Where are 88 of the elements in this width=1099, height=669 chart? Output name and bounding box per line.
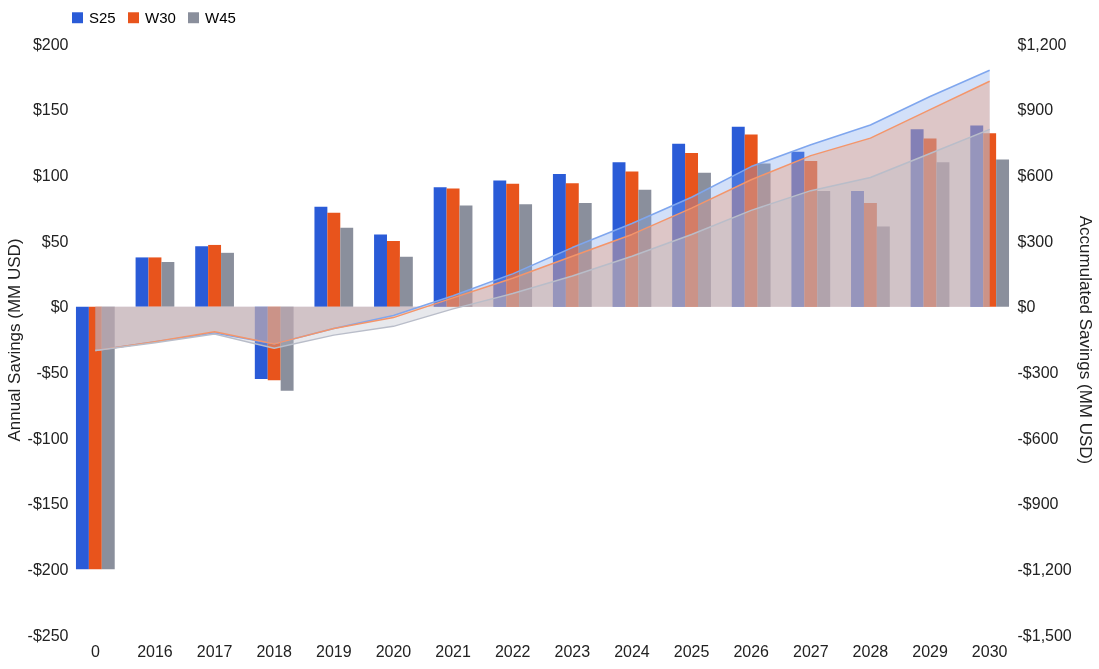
bar	[851, 191, 864, 307]
bar	[493, 180, 507, 307]
bar	[638, 189, 652, 307]
bar	[340, 227, 354, 307]
bar	[161, 262, 175, 307]
bar	[75, 306, 89, 570]
bar	[983, 133, 997, 307]
x-tick-label: 2019	[316, 642, 352, 660]
bar	[386, 241, 400, 307]
bar	[267, 306, 281, 381]
bar	[208, 244, 222, 307]
bar	[519, 204, 533, 307]
x-tick-label: 2017	[196, 642, 233, 660]
bar	[565, 183, 579, 307]
y-tick-label: $0	[50, 298, 69, 316]
bar	[446, 188, 460, 307]
legend-label: W45	[205, 8, 236, 26]
y2-tick-label: -$1,200	[1017, 560, 1072, 578]
y2-axis-title: Accumulated Savings (MM USD)	[1075, 215, 1095, 465]
bar	[221, 252, 234, 307]
bar	[578, 202, 592, 307]
y2-tick-label: $900	[1017, 101, 1054, 119]
bar	[744, 134, 758, 307]
bar	[433, 187, 447, 307]
bar	[731, 126, 745, 307]
y-tick-label: -$200	[27, 560, 69, 578]
y-tick-label: -$50	[36, 363, 69, 381]
y2-tick-label: $300	[1017, 232, 1054, 250]
bar	[135, 257, 149, 307]
y-tick-label: -$250	[27, 626, 69, 644]
bar	[804, 160, 818, 307]
bar	[923, 138, 937, 307]
bar	[101, 306, 115, 570]
bar	[327, 212, 341, 307]
y-tick-label: -$100	[27, 429, 69, 447]
y-tick-label: $100	[32, 166, 69, 184]
bar	[672, 143, 686, 307]
bar	[148, 257, 162, 307]
bar	[280, 306, 294, 391]
x-tick-label: 2022	[494, 642, 531, 660]
x-tick-label: 2025	[673, 642, 710, 660]
x-tick-label: 2028	[852, 642, 889, 660]
y-axis-title: Annual Savings (MM USD)	[4, 238, 24, 442]
y-tick-label: -$150	[27, 495, 69, 513]
y2-tick-label: $1,200	[1017, 35, 1067, 53]
x-tick-label: 2030	[971, 642, 1008, 660]
legend-label: S25	[89, 8, 116, 26]
x-tick-label: 2016	[137, 642, 173, 660]
bar	[936, 162, 950, 307]
bar	[698, 172, 711, 307]
bar	[970, 125, 984, 307]
bar	[817, 191, 831, 307]
y2-tick-label: $600	[1017, 166, 1054, 184]
bar	[374, 234, 387, 307]
bar	[506, 183, 520, 307]
bar	[399, 256, 413, 307]
bar	[996, 159, 1010, 307]
y2-tick-label: $0	[1017, 298, 1036, 316]
bar	[791, 151, 805, 307]
bar	[876, 226, 890, 307]
x-tick-label: 2024	[614, 642, 650, 660]
bar	[625, 171, 639, 307]
bar	[910, 129, 924, 307]
y2-tick-label: -$600	[1017, 429, 1059, 447]
x-tick-label: 2027	[793, 642, 829, 660]
x-tick-label: 2021	[435, 642, 471, 660]
bar	[314, 206, 328, 307]
bar	[612, 162, 626, 307]
y2-tick-label: -$900	[1017, 495, 1059, 513]
bar	[685, 153, 699, 307]
bar	[88, 306, 102, 570]
x-tick-label: 2029	[912, 642, 948, 660]
bar	[195, 246, 209, 307]
x-tick-label: 2023	[554, 642, 591, 660]
y2-tick-label: -$300	[1017, 363, 1059, 381]
legend-label: W30	[145, 8, 176, 26]
y2-tick-label: -$1,500	[1017, 626, 1072, 644]
x-tick-label: 2026	[733, 642, 770, 660]
x-tick-label: 0	[90, 642, 100, 660]
y-tick-label: $50	[41, 232, 69, 250]
bar	[552, 174, 566, 307]
x-tick-label: 2020	[375, 642, 412, 660]
bar	[757, 163, 771, 307]
y-tick-label: $200	[32, 35, 69, 53]
bar	[863, 202, 877, 307]
bar	[254, 306, 268, 379]
y-tick-label: $150	[32, 101, 69, 119]
x-tick-label: 2018	[256, 642, 293, 660]
